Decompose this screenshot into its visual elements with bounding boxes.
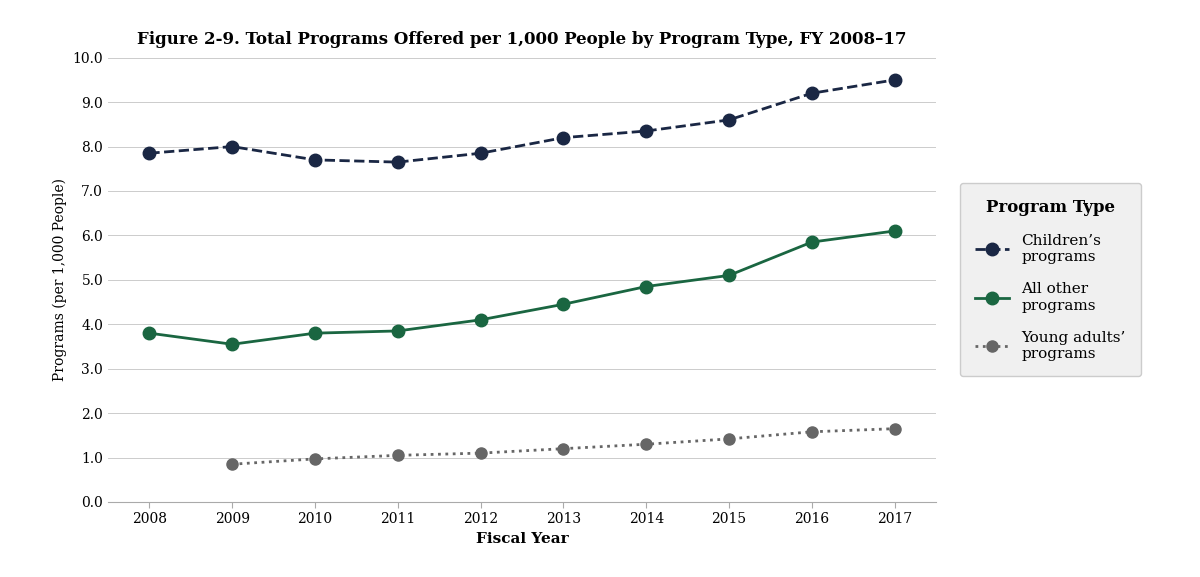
Legend: Children’s
programs, All other
programs, Young adults’
programs: Children’s programs, All other programs,… <box>960 183 1141 376</box>
Y-axis label: Programs (per 1,000 People): Programs (per 1,000 People) <box>53 178 67 381</box>
Title: Figure 2-9. Total Programs Offered per 1,000 People by Program Type, FY 2008–17: Figure 2-9. Total Programs Offered per 1… <box>137 31 907 48</box>
X-axis label: Fiscal Year: Fiscal Year <box>475 532 569 546</box>
